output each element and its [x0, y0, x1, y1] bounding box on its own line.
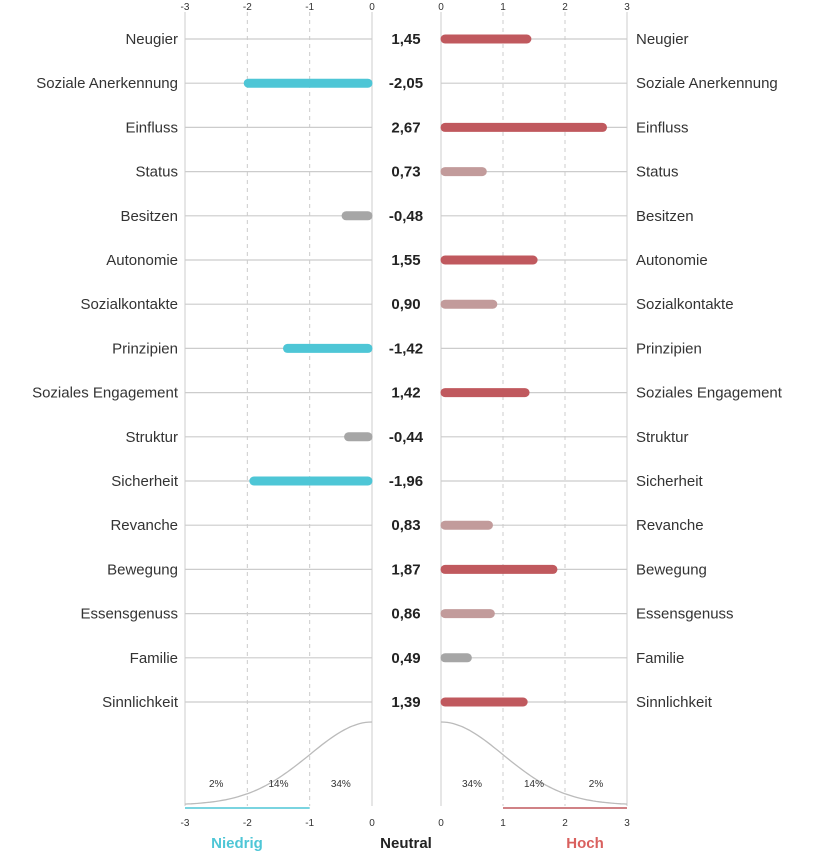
distribution-percent-left: 14% — [268, 779, 288, 790]
category-label-right: Autonomie — [636, 252, 708, 269]
left-axis-top-tick: 0 — [369, 2, 375, 13]
grid-lines — [184, 12, 628, 806]
footer-neutral-label: Neutral — [380, 835, 432, 852]
category-label-right: Bewegung — [636, 561, 707, 578]
category-label-left: Neugier — [125, 31, 178, 48]
category-label-left: Prinzipien — [112, 340, 178, 357]
category-label-right: Prinzipien — [636, 340, 702, 357]
distribution-percent-left: 34% — [331, 779, 351, 790]
category-row: Soziales Engagement Soziales Engagement 1,… — [32, 385, 783, 402]
category-label-right: Struktur — [636, 429, 689, 446]
category-label-left: Besitzen — [120, 208, 178, 225]
category-label-right: Sozialkontakte — [636, 296, 734, 313]
distribution-area: 2% 14% 34% 34% 14% 2% — [184, 721, 628, 809]
value-label: -0,48 — [389, 208, 423, 225]
footer-legend: Niedrig Neutral Hoch — [211, 835, 604, 852]
value-label: -0,44 — [389, 429, 424, 446]
category-label-left: Sicherheit — [111, 473, 179, 490]
category-label-left: Essensgenuss — [80, 606, 178, 623]
distribution-percent-right: 14% — [524, 779, 544, 790]
category-row: Revanche Revanche 0,83 — [110, 517, 703, 534]
right-axis-bottom-tick: 1 — [500, 818, 506, 829]
distribution-percent-right: 2% — [589, 779, 604, 790]
right-axis-top-tick: 3 — [624, 2, 630, 13]
category-row: Status Status 0,73 — [135, 164, 678, 181]
category-label-right: Einfluss — [636, 119, 689, 136]
category-label-left: Status — [135, 164, 178, 181]
category-label-left: Familie — [130, 650, 178, 667]
category-row: Sicherheit Sicherheit -1,96 — [111, 473, 703, 490]
right-axis-bottom-tick: 2 — [562, 818, 568, 829]
category-row: Struktur Struktur -0,44 — [125, 429, 688, 446]
left-axis-bottom-tick: -1 — [305, 818, 314, 829]
value-label: 1,39 — [391, 694, 420, 711]
category-label-right: Sicherheit — [636, 473, 704, 490]
right-axis-top-tick: 0 — [438, 2, 444, 13]
value-label: -2,05 — [389, 75, 423, 92]
category-label-left: Bewegung — [107, 561, 178, 578]
footer-high-label: Hoch — [566, 835, 604, 852]
category-label-right: Besitzen — [636, 208, 694, 225]
category-row: Sozialkontakte Sozialkontakte 0,90 — [80, 296, 733, 313]
category-label-right: Revanche — [636, 517, 704, 534]
category-row: Sinnlichkeit Sinnlichkeit 1,39 — [102, 694, 713, 711]
category-label-left: Einfluss — [125, 119, 178, 136]
category-row: Einfluss Einfluss 2,67 — [125, 119, 688, 136]
left-axis-bottom-tick: 0 — [369, 818, 375, 829]
category-label-right: Neugier — [636, 31, 689, 48]
value-label: 1,42 — [391, 385, 420, 402]
value-label: 1,45 — [391, 31, 420, 48]
category-row: Besitzen Besitzen -0,48 — [120, 208, 693, 225]
distribution-curve-left — [184, 721, 373, 805]
left-axis-top-tick: -3 — [181, 2, 190, 13]
category-label-right: Status — [636, 164, 679, 181]
category-row: Essensgenuss Essensgenuss 0,86 — [80, 606, 733, 623]
category-label-right: Soziale Anerkennung — [636, 75, 778, 92]
category-label-left: Soziales Engagement — [32, 385, 179, 402]
value-label: -1,42 — [389, 340, 423, 357]
right-axis-bottom-tick: 0 — [438, 818, 444, 829]
category-label-right: Sinnlichkeit — [636, 694, 713, 711]
value-label: 0,49 — [391, 650, 420, 667]
footer-low-label: Niedrig — [211, 835, 263, 852]
category-label-right: Essensgenuss — [636, 606, 734, 623]
right-axis-top-tick: 1 — [500, 2, 506, 13]
value-label: -1,96 — [389, 473, 423, 490]
category-label-right: Familie — [636, 650, 684, 667]
left-axis-top-tick: -1 — [305, 2, 314, 13]
right-axis-bottom-tick: 3 — [624, 818, 630, 829]
value-label: 0,83 — [391, 517, 420, 534]
left-axis-bottom-tick: -3 — [181, 818, 190, 829]
category-label-left: Struktur — [125, 429, 178, 446]
category-row: Autonomie Autonomie 1,55 — [106, 252, 707, 269]
category-label-right: Soziales Engagement — [636, 385, 783, 402]
category-row: Neugier Neugier 1,45 — [125, 31, 688, 48]
left-axis-bottom-tick: -2 — [243, 818, 252, 829]
axes: -3 -3 -2 -2 -1 -1 0 0 0 0 1 1 2 2 3 3 — [181, 2, 631, 829]
value-label: 0,73 — [391, 164, 420, 181]
category-row: Bewegung Bewegung 1,87 — [107, 561, 707, 578]
category-label-left: Sinnlichkeit — [102, 694, 179, 711]
left-axis-top-tick: -2 — [243, 2, 252, 13]
distribution-percent-left: 2% — [209, 779, 224, 790]
distribution-percent-right: 34% — [462, 779, 482, 790]
category-row: Familie Familie 0,49 — [130, 650, 685, 667]
value-label: 0,90 — [391, 296, 420, 313]
value-label: 1,87 — [391, 561, 420, 578]
category-row: Prinzipien Prinzipien -1,42 — [112, 340, 702, 357]
category-label-left: Soziale Anerkennung — [36, 75, 178, 92]
category-label-left: Revanche — [110, 517, 178, 534]
value-label: 1,55 — [391, 252, 420, 269]
category-label-left: Autonomie — [106, 252, 178, 269]
category-row: Soziale Anerkennung Soziale Anerkennung -2… — [36, 75, 778, 92]
value-label: 2,67 — [391, 119, 420, 136]
right-axis-top-tick: 2 — [562, 2, 568, 13]
category-label-left: Sozialkontakte — [80, 296, 178, 313]
value-label: 0,86 — [391, 606, 420, 623]
distribution-curve-right — [440, 721, 628, 805]
